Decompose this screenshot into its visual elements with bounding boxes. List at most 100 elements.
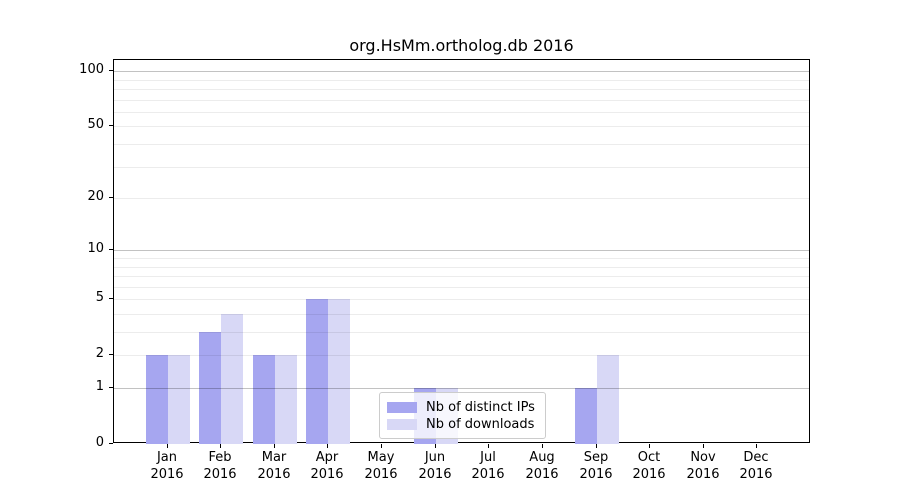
x-tick-month: May — [367, 450, 395, 465]
gridline-minor — [114, 112, 809, 113]
legend-label: Nb of downloads — [426, 416, 535, 432]
x-tick-label: Aug 2016 — [502, 449, 582, 483]
x-tick-year: 2016 — [257, 467, 291, 482]
y-tick-label: 0 — [95, 435, 104, 450]
y-tick — [109, 249, 113, 250]
bar-jan-downloads — [168, 355, 190, 444]
bar-apr-ips — [306, 299, 328, 444]
x-tick — [756, 444, 757, 448]
x-tick-year: 2016 — [150, 467, 184, 482]
x-tick-label: May 2016 — [341, 449, 421, 483]
x-tick — [649, 444, 650, 448]
gridline-minor — [114, 267, 809, 268]
x-tick-month: Feb — [208, 450, 232, 465]
y-tick-label: 20 — [87, 189, 104, 204]
x-tick-label: Sep 2016 — [556, 449, 636, 483]
x-tick-year: 2016 — [418, 467, 452, 482]
x-tick-month: Mar — [261, 450, 287, 465]
gridline-minor — [114, 258, 809, 259]
x-tick-year: 2016 — [739, 467, 773, 482]
gridline-minor — [114, 355, 809, 356]
gridline-minor — [114, 80, 809, 81]
gridline-major — [114, 388, 809, 389]
gridline-major — [114, 250, 809, 251]
x-tick-month: Jan — [156, 450, 178, 465]
x-tick-label: Dec 2016 — [716, 449, 796, 483]
x-tick-year: 2016 — [310, 467, 344, 482]
x-tick-year: 2016 — [203, 467, 237, 482]
bar-feb-ips — [199, 332, 221, 444]
x-tick-year: 2016 — [632, 467, 666, 482]
x-tick-month: Dec — [743, 450, 769, 465]
x-tick — [327, 444, 328, 448]
chart-title: org.HsMm.ortholog.db 2016 — [349, 36, 574, 55]
legend: Nb of distinct IPs Nb of downloads — [379, 392, 546, 439]
gridline-minor — [114, 167, 809, 168]
x-tick — [274, 444, 275, 448]
bar-mar-ips — [253, 355, 275, 444]
y-tick — [109, 70, 113, 71]
y-tick-label: 10 — [87, 241, 104, 256]
x-tick-year: 2016 — [364, 467, 398, 482]
x-tick — [167, 444, 168, 448]
gridline-major — [114, 71, 809, 72]
x-tick-year: 2016 — [579, 467, 613, 482]
gridline-minor — [114, 276, 809, 277]
x-tick-month: Sep — [583, 450, 609, 465]
bar-sep-ips — [575, 388, 597, 444]
x-tick-month: Oct — [637, 450, 661, 465]
x-tick — [596, 444, 597, 448]
y-tick — [109, 443, 113, 444]
x-tick-year: 2016 — [525, 467, 559, 482]
x-tick-month: Aug — [529, 450, 555, 465]
bar-mar-downloads — [275, 355, 297, 444]
gridline-minor — [114, 299, 809, 300]
y-tick-label: 5 — [95, 290, 104, 305]
y-tick — [109, 298, 113, 299]
y-tick — [109, 354, 113, 355]
gridline-minor — [114, 126, 809, 127]
plot-area: Nb of distinct IPs Nb of downloads — [113, 59, 810, 444]
x-tick-label: Feb 2016 — [180, 449, 260, 483]
gridline-minor — [114, 314, 809, 315]
x-tick-year: 2016 — [686, 467, 720, 482]
x-tick-label: Jan 2016 — [127, 449, 207, 483]
x-tick — [220, 444, 221, 448]
legend-entry: Nb of distinct IPs — [387, 399, 535, 415]
y-tick-label: 100 — [79, 62, 104, 77]
x-tick-label: Oct 2016 — [609, 449, 689, 483]
bar-sep-downloads — [597, 355, 619, 444]
x-tick — [381, 444, 382, 448]
gridline-minor — [114, 198, 809, 199]
bar-apr-downloads — [328, 299, 350, 444]
y-tick — [109, 387, 113, 388]
legend-swatch — [387, 401, 417, 413]
legend-label: Nb of distinct IPs — [426, 399, 535, 415]
x-tick-label: Apr 2016 — [287, 449, 367, 483]
x-tick — [488, 444, 489, 448]
y-tick-label: 2 — [95, 346, 104, 361]
legend-entry: Nb of downloads — [387, 416, 535, 432]
x-tick-label: Mar 2016 — [234, 449, 314, 483]
bar-feb-downloads — [221, 314, 243, 444]
x-tick-month: Jun — [424, 450, 446, 465]
y-tick-label: 50 — [87, 117, 104, 132]
x-tick-year: 2016 — [471, 467, 505, 482]
x-tick-month: Nov — [690, 450, 716, 465]
x-tick-month: Jul — [480, 450, 496, 465]
x-tick-month: Apr — [315, 450, 339, 465]
x-tick — [542, 444, 543, 448]
gridline-minor — [114, 144, 809, 145]
gridline-minor — [114, 89, 809, 90]
bar-jan-ips — [146, 355, 168, 444]
x-tick-label: Nov 2016 — [663, 449, 743, 483]
x-tick-label: Jul 2016 — [448, 449, 528, 483]
y-tick-label: 1 — [95, 379, 104, 394]
gridline-minor — [114, 287, 809, 288]
x-tick — [703, 444, 704, 448]
x-tick-label: Jun 2016 — [395, 449, 475, 483]
gridline-minor — [114, 332, 809, 333]
gridline-minor — [114, 100, 809, 101]
y-tick — [109, 197, 113, 198]
